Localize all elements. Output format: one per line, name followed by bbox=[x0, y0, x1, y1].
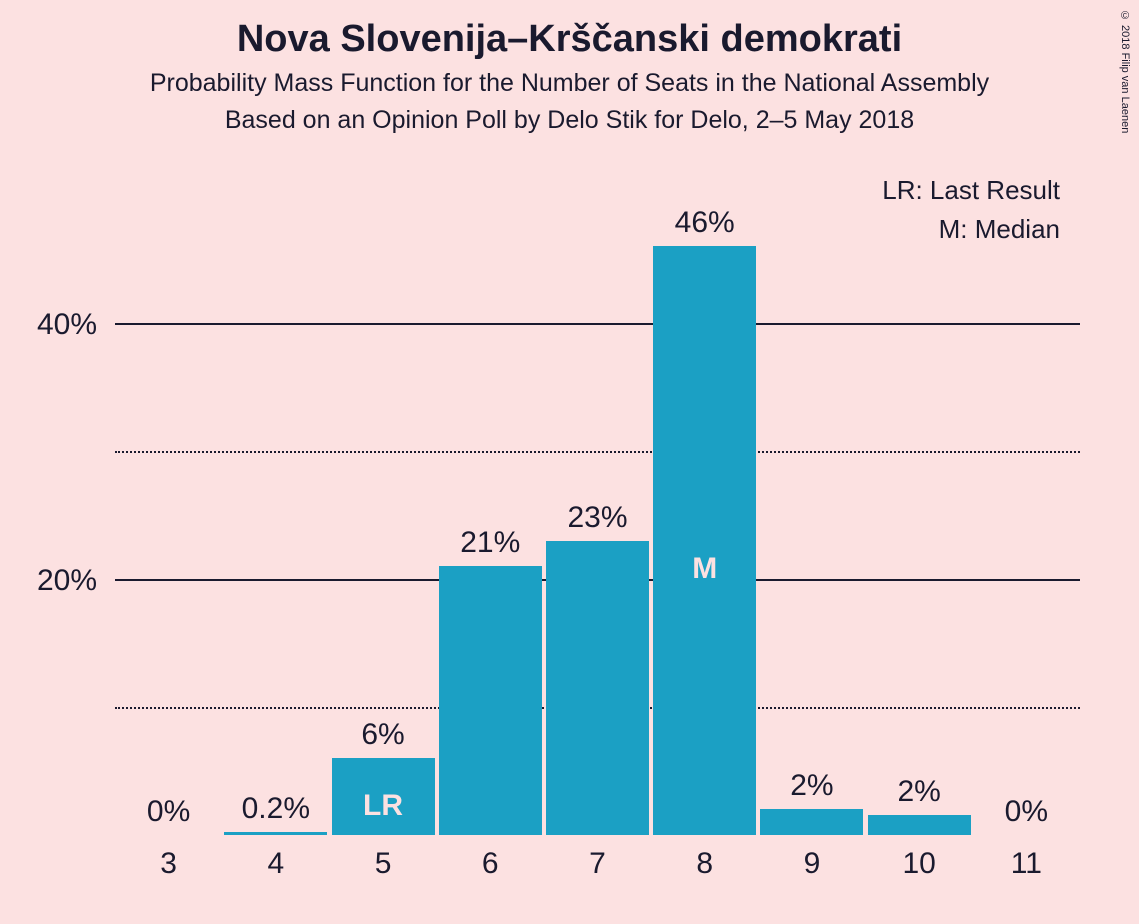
bar-slot: 2% bbox=[758, 195, 865, 835]
x-axis-tick: 8 bbox=[651, 835, 758, 881]
bar-value-label: 0% bbox=[115, 795, 222, 829]
bar-slot: 0% bbox=[115, 195, 222, 835]
y-axis-label: 20% bbox=[37, 564, 97, 598]
x-axis: 34567891011 bbox=[115, 835, 1080, 881]
bar-slot: 23% bbox=[544, 195, 651, 835]
bar: M bbox=[653, 246, 756, 835]
bar-slot: 46% M bbox=[651, 195, 758, 835]
bar: LR bbox=[332, 758, 435, 835]
x-axis-tick: 11 bbox=[973, 835, 1080, 881]
x-axis-tick: 5 bbox=[329, 835, 436, 881]
bar bbox=[760, 809, 863, 835]
x-axis-tick: 3 bbox=[115, 835, 222, 881]
bar-value-label: 21% bbox=[437, 526, 544, 560]
x-axis-tick: 6 bbox=[437, 835, 544, 881]
bar-value-label: 46% bbox=[651, 206, 758, 240]
x-axis-tick: 7 bbox=[544, 835, 651, 881]
bar-value-label: 23% bbox=[544, 501, 651, 535]
bar-slot: 6% LR bbox=[329, 195, 436, 835]
x-axis-tick: 4 bbox=[222, 835, 329, 881]
x-axis-tick: 10 bbox=[866, 835, 973, 881]
bar-value-label: 0% bbox=[973, 795, 1080, 829]
bar-slot: 21% bbox=[437, 195, 544, 835]
chart-subtitle-2: Based on an Opinion Poll by Delo Stik fo… bbox=[0, 106, 1139, 135]
bar-inner-label: M bbox=[653, 552, 756, 823]
bar bbox=[546, 541, 649, 835]
y-axis-label: 40% bbox=[37, 308, 97, 342]
bar-value-label: 6% bbox=[329, 718, 436, 752]
chart-subtitle-1: Probability Mass Function for the Number… bbox=[0, 69, 1139, 98]
bar-slot: 2% bbox=[866, 195, 973, 835]
bar bbox=[868, 815, 971, 835]
bar bbox=[439, 566, 542, 835]
chart-title: Nova Slovenija–Krščanski demokrati bbox=[0, 18, 1139, 61]
copyright: © 2018 Filip van Laenen bbox=[1119, 10, 1131, 133]
bar-value-label: 0.2% bbox=[222, 792, 329, 826]
chart-plot-area: LR: Last Result M: Median 20%40% 0%0.2%6… bbox=[115, 195, 1080, 835]
bar-inner-label: LR bbox=[332, 789, 435, 823]
bar-slot: 0% bbox=[973, 195, 1080, 835]
x-axis-tick: 9 bbox=[758, 835, 865, 881]
bar-slot: 0.2% bbox=[222, 195, 329, 835]
bar-value-label: 2% bbox=[866, 775, 973, 809]
bar-value-label: 2% bbox=[758, 769, 865, 803]
